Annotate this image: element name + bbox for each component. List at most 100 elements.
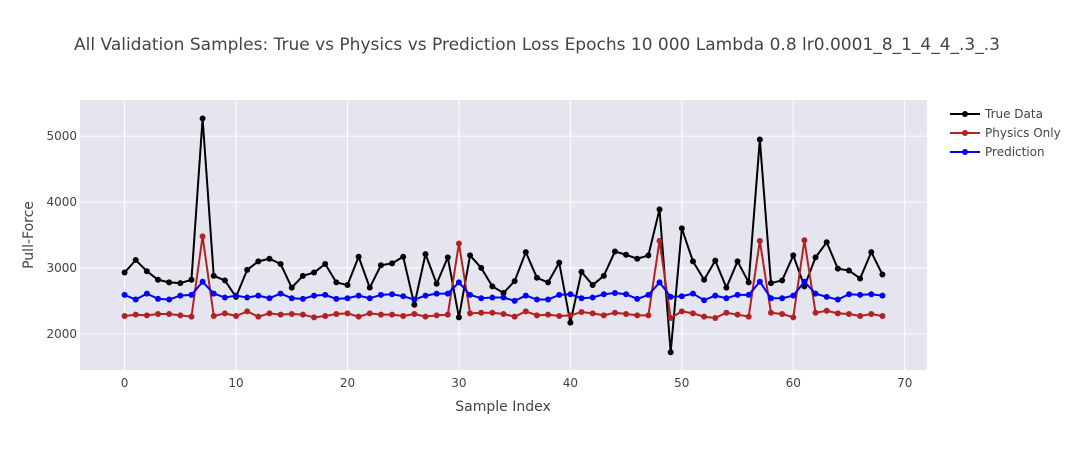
data-point-physics-only[interactable] [533,312,540,319]
data-point-true-data[interactable] [467,252,474,259]
data-point-physics-only[interactable] [221,310,228,317]
data-point-physics-only[interactable] [266,310,273,317]
data-point-true-data[interactable] [155,276,162,283]
data-point-prediction[interactable] [233,292,240,299]
data-point-true-data[interactable] [701,276,708,283]
data-point-physics-only[interactable] [734,311,741,318]
data-point-true-data[interactable] [845,267,852,274]
data-point-prediction[interactable] [834,296,841,303]
data-point-prediction[interactable] [589,294,596,301]
data-point-true-data[interactable] [210,272,217,279]
data-point-physics-only[interactable] [578,309,585,316]
data-point-physics-only[interactable] [645,312,652,319]
data-point-prediction[interactable] [500,294,507,301]
data-point-physics-only[interactable] [322,313,329,319]
data-point-physics-only[interactable] [767,309,774,316]
data-point-prediction[interactable] [857,291,864,298]
data-point-physics-only[interactable] [389,311,396,318]
data-point-physics-only[interactable] [779,311,786,318]
data-point-true-data[interactable] [444,254,451,261]
data-point-physics-only[interactable] [567,312,574,319]
data-point-prediction[interactable] [801,278,808,285]
data-point-prediction[interactable] [600,291,607,298]
data-point-true-data[interactable] [166,279,173,286]
data-point-prediction[interactable] [255,292,262,299]
data-point-true-data[interactable] [723,284,730,291]
data-point-true-data[interactable] [868,249,875,256]
data-point-physics-only[interactable] [400,313,407,319]
data-point-prediction[interactable] [845,291,852,298]
data-point-prediction[interactable] [210,290,217,297]
data-point-true-data[interactable] [266,255,273,262]
data-point-true-data[interactable] [756,136,763,143]
data-point-true-data[interactable] [790,252,797,259]
data-point-true-data[interactable] [834,265,841,272]
data-point-prediction[interactable] [467,291,474,298]
data-point-true-data[interactable] [132,257,139,264]
data-point-physics-only[interactable] [188,313,195,320]
data-point-physics-only[interactable] [411,311,418,318]
data-point-true-data[interactable] [522,249,529,256]
data-point-true-data[interactable] [567,319,574,326]
data-point-prediction[interactable] [444,290,451,297]
data-point-prediction[interactable] [355,292,362,299]
data-point-prediction[interactable] [366,295,373,302]
data-point-true-data[interactable] [188,276,195,283]
data-point-prediction[interactable] [188,291,195,298]
data-point-prediction[interactable] [177,292,184,299]
data-point-physics-only[interactable] [455,240,462,247]
data-point-prediction[interactable] [489,294,496,301]
data-point-physics-only[interactable] [589,310,596,317]
data-point-physics-only[interactable] [233,313,240,319]
data-point-physics-only[interactable] [299,311,306,318]
data-point-true-data[interactable] [288,284,295,291]
data-point-true-data[interactable] [767,280,774,287]
data-point-true-data[interactable] [634,255,641,262]
data-point-true-data[interactable] [411,301,418,308]
data-point-physics-only[interactable] [745,313,752,320]
legend-item-prediction[interactable]: Prediction [950,145,1045,159]
data-point-true-data[interactable] [121,269,128,276]
data-point-true-data[interactable] [734,258,741,265]
data-point-physics-only[interactable] [355,313,362,320]
data-point-physics-only[interactable] [701,313,708,320]
data-point-prediction[interactable] [779,295,786,302]
data-point-prediction[interactable] [400,293,407,300]
data-point-true-data[interactable] [377,262,384,269]
data-point-prediction[interactable] [322,291,329,298]
data-point-physics-only[interactable] [712,314,719,321]
data-point-true-data[interactable] [500,289,507,296]
data-point-physics-only[interactable] [667,314,674,321]
data-point-prediction[interactable] [311,292,318,299]
data-point-physics-only[interactable] [155,311,162,318]
data-point-true-data[interactable] [433,280,440,287]
data-point-physics-only[interactable] [756,237,763,244]
data-point-prediction[interactable] [455,279,462,286]
data-point-prediction[interactable] [701,297,708,304]
data-point-true-data[interactable] [244,266,251,273]
data-point-true-data[interactable] [879,271,886,278]
data-point-prediction[interactable] [790,292,797,299]
data-point-physics-only[interactable] [522,308,529,315]
data-point-prediction[interactable] [411,296,418,303]
data-point-true-data[interactable] [355,253,362,260]
data-point-true-data[interactable] [611,248,618,255]
data-point-physics-only[interactable] [166,311,173,318]
data-point-prediction[interactable] [377,291,384,298]
data-point-prediction[interactable] [121,291,128,298]
data-point-prediction[interactable] [266,295,273,302]
data-point-true-data[interactable] [812,254,819,261]
data-point-physics-only[interactable] [478,309,485,316]
data-point-true-data[interactable] [600,272,607,279]
data-point-physics-only[interactable] [823,307,830,314]
data-point-true-data[interactable] [344,282,351,289]
data-point-prediction[interactable] [556,291,563,298]
data-point-true-data[interactable] [299,272,306,279]
data-point-true-data[interactable] [712,257,719,264]
data-point-physics-only[interactable] [623,311,630,318]
data-point-true-data[interactable] [623,251,630,258]
data-point-true-data[interactable] [678,225,685,232]
data-point-physics-only[interactable] [366,310,373,317]
data-point-prediction[interactable] [333,295,340,302]
data-point-true-data[interactable] [422,251,429,258]
